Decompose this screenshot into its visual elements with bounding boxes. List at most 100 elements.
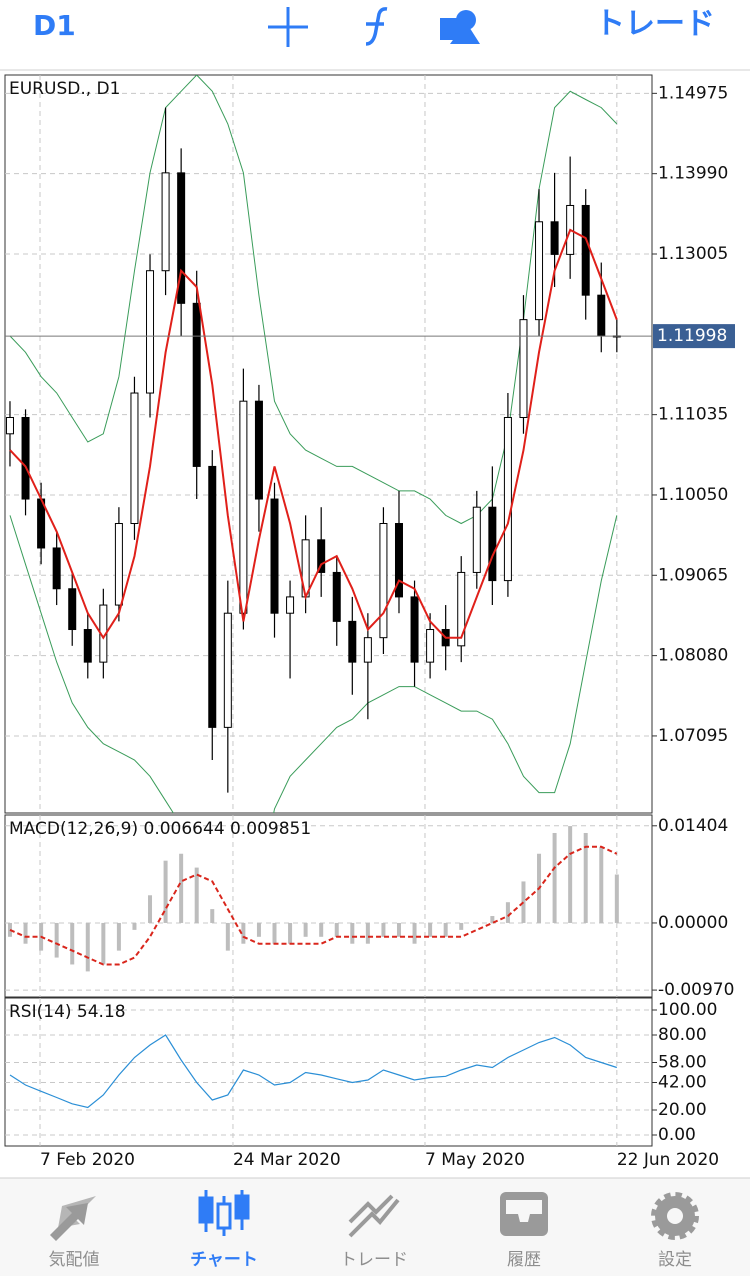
histogram-bar [334, 922, 339, 937]
x-tick-label: 24 Mar 2020 [233, 1150, 341, 1170]
settings-icon[interactable] [651, 1192, 699, 1240]
y-tick-label: 0.00000 [658, 913, 728, 933]
history-icon[interactable] [500, 1192, 548, 1236]
histogram-bar [272, 922, 277, 944]
candle-body [208, 465, 217, 728]
y-tick-label: 1.08080 [658, 646, 728, 666]
histogram-bar [599, 846, 604, 923]
y-tick-label: 42.00 [658, 1073, 707, 1093]
x-tick-label: 7 May 2020 [425, 1150, 525, 1170]
tab-label[interactable]: 履歴 [507, 1250, 541, 1270]
histogram-bar [194, 867, 199, 923]
y-tick-label: 1.13990 [658, 164, 728, 184]
chart-area: 1.14975 1.13990 1.13005 1.11035 1.10050 1.090… [4, 74, 735, 1147]
lower-band [9, 515, 618, 813]
histogram-bar [490, 916, 495, 923]
timeframe-button[interactable]: D1 [33, 9, 76, 42]
histogram-bar [568, 826, 573, 923]
y-tick-label: 1.13005 [658, 244, 728, 264]
indicator-title: EURUSD., D1 [9, 79, 120, 99]
histogram-bar [319, 922, 324, 937]
plot [5, 75, 621, 813]
y-tick-label: 1.14975 [658, 83, 728, 103]
histogram-bar [163, 860, 168, 923]
pane-frame [4, 814, 653, 998]
candle-body [410, 596, 419, 663]
histogram-bar [521, 881, 526, 923]
candle-body [535, 221, 544, 321]
y-tick-label: 1.10050 [658, 485, 728, 505]
pane-frame [4, 74, 653, 814]
candle-body [5, 416, 14, 435]
y-tick-label: 0.01404 [658, 816, 728, 836]
candle-body [223, 612, 232, 728]
y-tick-label: 100.00 [658, 1000, 717, 1020]
candle-body [146, 270, 155, 394]
y-tick-label: 1.11035 [658, 405, 728, 425]
indicator-title: RSI(14) 54.18 [9, 1002, 126, 1022]
candle-body [52, 547, 61, 590]
histogram-bar [116, 922, 121, 951]
tab-label[interactable]: トレード [340, 1250, 408, 1270]
candle-body [114, 523, 123, 606]
tab-label[interactable]: 気配値 [49, 1250, 100, 1270]
candle-body [177, 172, 186, 304]
crosshair-button[interactable] [268, 7, 308, 47]
candle-body [581, 204, 590, 296]
trade-button[interactable]: トレード [595, 7, 715, 42]
candle-body [550, 221, 559, 255]
candle-body [254, 400, 263, 500]
moving-average [9, 228, 618, 640]
candle-body [472, 506, 481, 573]
histogram-bar [428, 922, 433, 937]
pane-frame [4, 997, 653, 1147]
price-tag [653, 324, 735, 349]
tab-label[interactable]: チャート [190, 1250, 258, 1270]
histogram-bar [365, 922, 370, 944]
histogram-bar [23, 922, 28, 944]
histogram-bar [256, 922, 261, 937]
tab-label[interactable]: 設定 [658, 1250, 692, 1270]
histogram-bar [459, 922, 464, 930]
candle-body [488, 506, 497, 582]
pane: 0.01404 0.00000 -0.00970 MACD(12,26,9) 0.00… [4, 814, 734, 1000]
candle-body [161, 172, 170, 272]
histogram-bar [412, 922, 417, 944]
candle-body [394, 523, 403, 598]
histogram-bar [70, 922, 75, 965]
trade-icon[interactable] [348, 1194, 400, 1238]
histogram-bar [381, 922, 386, 937]
quotes-icon[interactable] [50, 1196, 96, 1241]
candle-body [519, 319, 528, 418]
candle-body [457, 571, 466, 647]
histogram-bar [101, 922, 106, 965]
x-tick-label: 22 Jun 2020 [617, 1150, 719, 1170]
price-tag-label: 1.11998 [657, 326, 727, 346]
histogram-bar [148, 895, 153, 923]
y-tick-label: 0.00 [658, 1125, 696, 1145]
histogram-bar [443, 922, 448, 937]
histogram-bar [7, 922, 12, 937]
chart-icon[interactable] [198, 1190, 250, 1236]
histogram-bar [350, 922, 355, 944]
x-tick-label: 7 Feb 2020 [40, 1150, 135, 1170]
candle-body [270, 498, 279, 614]
histogram-bar [288, 922, 293, 944]
y-tick-label: -0.00970 [658, 980, 734, 1000]
candle-body [426, 629, 435, 663]
candle-body [332, 571, 341, 622]
indicator-title: MACD(12,26,9) 0.006644 0.009851 [9, 819, 311, 839]
objects-button[interactable] [440, 10, 480, 44]
rsi-line [9, 1034, 617, 1109]
histogram-bar [505, 902, 510, 923]
histogram-bar [179, 853, 184, 923]
histogram-bar [583, 832, 588, 923]
indicator-button[interactable] [365, 7, 388, 46]
histogram-bar [85, 922, 90, 972]
histogram-bar [303, 922, 308, 937]
histogram-bar [614, 874, 619, 923]
candle-body [317, 539, 326, 573]
candle-body [192, 302, 201, 467]
